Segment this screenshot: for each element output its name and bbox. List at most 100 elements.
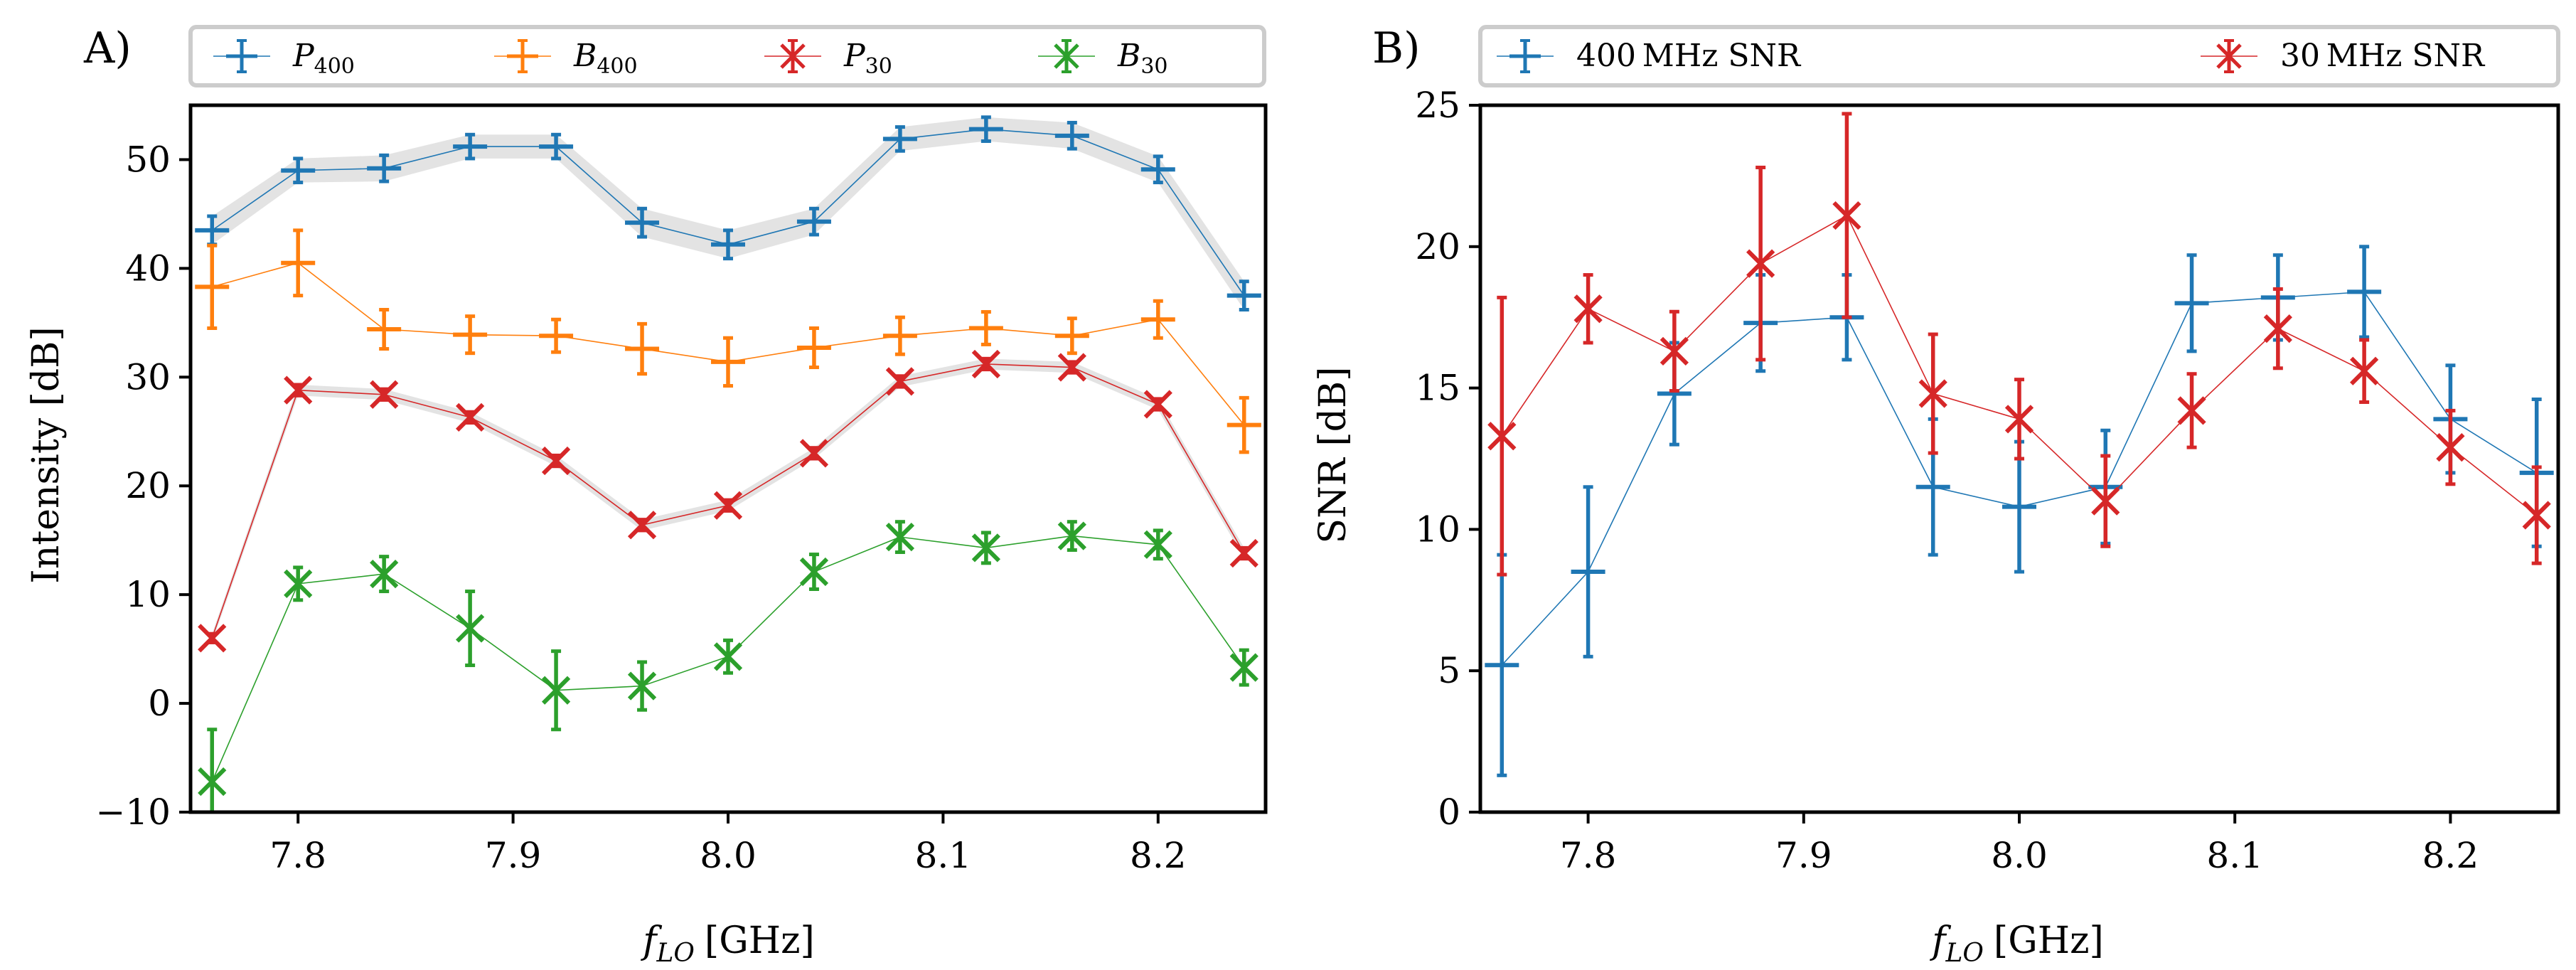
panel-b-marker-x <box>1573 294 1603 324</box>
panel-b-marker-x <box>2349 356 2379 385</box>
panel-b-y-axis-label: SNR [dB] <box>1312 367 1354 544</box>
panel-a-series-1-point <box>711 336 745 388</box>
panel-a-legend-label: P400 <box>292 38 355 79</box>
panel-b-series-1-point <box>2522 465 2551 565</box>
panel-a-series-3-point <box>627 660 657 712</box>
panel-a-series-0 <box>195 115 1261 311</box>
panel-b-series-1-point <box>1832 112 1861 319</box>
panel-a-marker-x <box>284 375 313 405</box>
panel-b-y-tick-label: 10 <box>1415 508 1460 550</box>
panel-b-series-0 <box>1485 245 2554 777</box>
panel-a-series-1-point <box>1054 316 1089 356</box>
panel-b-marker-x <box>2091 486 2120 516</box>
panel-b-x-tick-label: 7.9 <box>1775 835 1832 876</box>
panel-a-marker-x <box>1143 390 1172 419</box>
panel-b-axes: 7.8 7.9 8.0 8.1 8.2 0 5 10 15 20 25 <box>1415 85 2560 876</box>
panel-b-series-1-point <box>2436 408 2465 486</box>
panel-a-marker-x <box>1229 653 1258 682</box>
panel-b-marker-x <box>1832 201 1861 230</box>
panel-a-series-0-point <box>281 156 316 185</box>
panel-a-series-2-point <box>370 380 399 409</box>
panel-a-legend-label: P30 <box>843 38 892 79</box>
panel-a-marker-x <box>627 511 657 540</box>
panel-a-marker-x <box>455 614 485 643</box>
panel-a-series-0-point <box>539 132 574 161</box>
panel-b-series-1-point <box>2004 378 2034 461</box>
panel-a-series-1 <box>195 228 1261 454</box>
panel-a-series-1-point <box>195 243 230 330</box>
panel-a-marker-x <box>885 367 915 396</box>
panel-a-series-3-point <box>713 638 743 675</box>
panel-a-series-0-point <box>1054 120 1089 151</box>
panel-a-series-2-point <box>1229 538 1258 568</box>
panel-b-legend: 400 MHz SNR 30 MHz SNR <box>1497 38 2486 74</box>
panel-a-axes: 7.8 7.9 8.0 8.1 8.2 −10 0 10 20 30 40 50 <box>95 103 1268 876</box>
panel-a-series-0-band <box>212 117 1244 310</box>
panel-b-marker-x <box>2436 432 2465 462</box>
panel-a-marker-x <box>1229 538 1258 568</box>
panel-a-legend-entry-3: B30 <box>1038 38 1168 79</box>
panel-a-legend-entry-0: P400 <box>213 38 355 79</box>
panel-a-series-1-point <box>882 315 917 356</box>
panel-a-x-tick-label: 7.8 <box>269 835 326 876</box>
panel-b-marker-x <box>1660 336 1689 366</box>
panel-a-axes-frame <box>188 103 1268 814</box>
panel-a: A) Intensity [dB] fLO [GHz] 7.8 7.9 8.0 8.1 8… <box>25 23 1268 968</box>
panel-b-series-1-point <box>1918 332 1947 455</box>
panel-a-series-0-point <box>968 115 1003 143</box>
panel-b-legend-marker-x <box>2216 43 2242 69</box>
panel-a-legend-box <box>188 25 1266 87</box>
panel-a-series-2 <box>198 349 1258 653</box>
panel-a-marker-x <box>541 446 571 476</box>
panel-a-series-2-point <box>627 511 657 540</box>
panel-a-series-0-point <box>625 206 660 239</box>
panel-a-series-0-point <box>711 228 745 261</box>
panel-a-legend: P400 B400 P30 B30 <box>213 38 1168 79</box>
panel-a-y-axis-label: Intensity [dB] <box>25 326 68 583</box>
panel-a-y-tick-label: 10 <box>125 574 171 615</box>
panel-a-series-2-point <box>284 375 313 405</box>
panel-a-series-3-point <box>541 649 571 732</box>
panel-b-series-0-point <box>1571 485 1605 659</box>
panel-a-marker-x <box>1057 353 1086 382</box>
panel-b-x-tick-label: 8.1 <box>2206 835 2263 876</box>
panel-b: B) SNR [dB] fLO [GHz] 7.8 7.9 8.0 8.1 8.2 0 5 10… <box>1312 23 2560 968</box>
panel-b-legend-label: 30 MHz SNR <box>2280 38 2486 74</box>
panel-a-series-2-point <box>799 439 829 468</box>
panel-b-series-1-point <box>1487 295 1517 577</box>
panel-a-series-2-point <box>971 349 1001 379</box>
panel-a-series-3-point <box>1057 520 1086 552</box>
panel-b-series-1-point <box>1660 309 1689 393</box>
panel-a-series-1-point <box>968 310 1003 346</box>
panel-a-x-axis-label: fLO [GHz] <box>640 920 815 968</box>
panel-a-series-3-point <box>284 565 313 602</box>
panel-a-series-0-point <box>453 132 488 161</box>
panel-b-marker-x <box>1487 422 1517 451</box>
panel-a-series-1-point <box>539 317 574 354</box>
panel-a-series-3 <box>198 520 1258 812</box>
panel-a-series-1-point <box>453 314 488 356</box>
panel-b-series-1-point <box>1746 165 1775 362</box>
panel-b-label: B) <box>1372 23 1421 73</box>
panel-b-legend-entry-0: 400 MHz SNR <box>1497 38 1802 74</box>
panel-a-x-tick-label: 7.9 <box>485 835 542 876</box>
panel-a-marker-x <box>885 522 915 552</box>
panel-b-y-tick-label: 15 <box>1415 368 1460 409</box>
panel-b-x-axis-label: fLO [GHz] <box>1929 920 2104 968</box>
panel-b-marker-x <box>1918 379 1947 408</box>
panel-b-series-1-point <box>1573 273 1603 345</box>
panel-a-series-3-point <box>971 531 1001 565</box>
panel-a-series-3-point <box>455 590 485 668</box>
panel-a-series-0-point <box>882 125 917 153</box>
panel-b-y-tick-label: 5 <box>1438 650 1460 691</box>
panel-a-marker-x <box>799 439 829 468</box>
panel-a-series-3-point <box>1229 648 1258 687</box>
panel-b-y-tick-label: 0 <box>1438 792 1460 833</box>
panel-b-marker-x <box>2522 501 2551 530</box>
panel-b-x-tick-label: 8.0 <box>1991 835 2048 876</box>
panel-a-legend-label: B400 <box>573 38 638 79</box>
panel-a-series-3-point <box>198 728 227 812</box>
panel-a-series-1-point <box>796 326 831 370</box>
panel-b-series-0-point <box>2347 245 2382 339</box>
panel-a-series-3-point <box>799 553 829 592</box>
